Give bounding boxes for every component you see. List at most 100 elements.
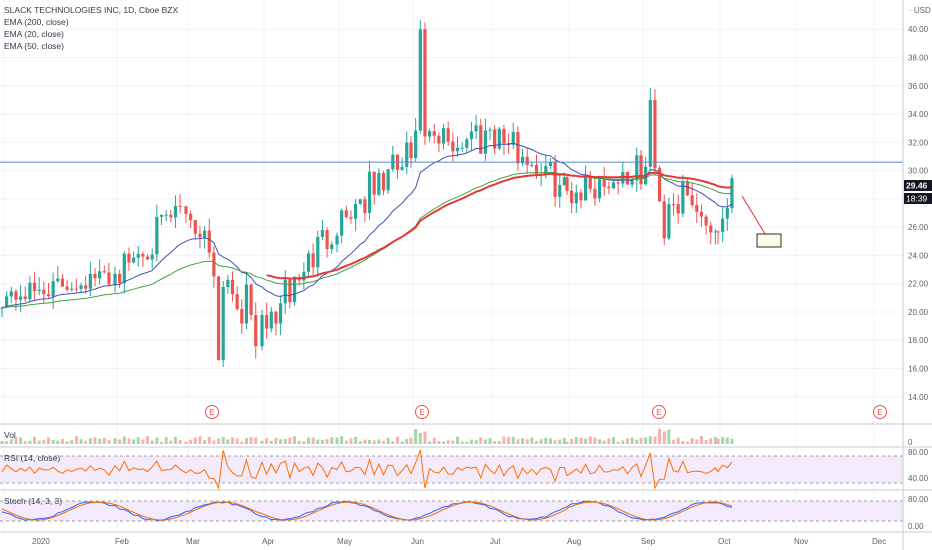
price-tick-label: 30.00 bbox=[908, 167, 929, 176]
volume-bar bbox=[418, 432, 422, 444]
volume-bar bbox=[231, 437, 234, 444]
volume-bar bbox=[539, 439, 543, 444]
volume-bar bbox=[212, 440, 216, 444]
candle-body bbox=[372, 171, 376, 195]
candle-body bbox=[414, 130, 418, 159]
time-tick-label: Nov bbox=[794, 537, 808, 546]
volume-bar bbox=[479, 437, 483, 444]
rsi-band bbox=[0, 456, 903, 483]
candle-body bbox=[173, 206, 178, 218]
volume-bar bbox=[164, 437, 168, 444]
candle-body bbox=[381, 172, 386, 191]
volume-bar bbox=[302, 441, 306, 444]
time-tick-label: Jun bbox=[411, 537, 424, 546]
candle-body bbox=[320, 230, 325, 237]
volume-bar bbox=[146, 436, 150, 444]
volume-bar bbox=[363, 439, 367, 444]
candle-body bbox=[695, 204, 699, 212]
volume-bar bbox=[254, 437, 258, 444]
candle-body bbox=[699, 211, 704, 217]
volume-bar bbox=[507, 436, 511, 444]
time-axis[interactable]: 2020 Feb Mar Apr May Jun Jul Aug Sep Oct Nov Dec bbox=[32, 537, 886, 546]
price-tick-label: 22.00 bbox=[908, 280, 929, 289]
volume-bar bbox=[60, 438, 64, 444]
volume-bar bbox=[493, 441, 497, 444]
currency-label[interactable]: · USD bbox=[906, 4, 931, 16]
time-tick-label: Mar bbox=[186, 537, 200, 546]
candle-body bbox=[607, 186, 611, 189]
candle-body bbox=[118, 273, 122, 284]
time-tick-label: Jul bbox=[490, 537, 500, 546]
volume-bar bbox=[377, 439, 381, 444]
volume-bar bbox=[127, 438, 131, 444]
volume-bar bbox=[283, 438, 287, 444]
candle-body bbox=[611, 182, 616, 189]
rsi-label[interactable]: RSI (14, close) bbox=[4, 453, 60, 463]
price-tick-label: 16.00 bbox=[908, 365, 929, 374]
legend-ema20[interactable]: EMA (20, close) bbox=[4, 29, 64, 39]
time-tick-label: Apr bbox=[262, 537, 275, 546]
candle-body bbox=[93, 273, 97, 279]
volume-bar bbox=[118, 439, 122, 444]
volume-bar bbox=[562, 437, 566, 444]
symbol-title[interactable]: SLACK TECHNOLOGIES INC, 1D, Cboe BZX bbox=[4, 5, 178, 15]
volume-bar bbox=[293, 436, 297, 444]
volume-bar bbox=[483, 439, 487, 444]
candle-body bbox=[493, 129, 497, 149]
volume-bar bbox=[446, 440, 450, 444]
volume-bar bbox=[93, 437, 97, 444]
volume-bar bbox=[279, 439, 283, 444]
volume-bar bbox=[56, 440, 60, 444]
volume-bar bbox=[107, 440, 111, 444]
candle-body bbox=[639, 155, 643, 185]
volume-bar bbox=[88, 438, 92, 444]
volume-bar bbox=[382, 440, 385, 444]
candle-body bbox=[340, 210, 344, 236]
price-tick-label: 20.00 bbox=[908, 308, 929, 317]
price-axis[interactable]: 14.0016.0018.0020.0022.0024.0026.0028.00… bbox=[908, 25, 929, 402]
candle-body bbox=[19, 296, 23, 300]
time-tick-label: May bbox=[337, 537, 352, 546]
volume-bar bbox=[565, 441, 569, 444]
candle-body bbox=[579, 192, 583, 201]
volume-bar bbox=[136, 437, 140, 444]
candle-body bbox=[330, 244, 334, 250]
volume-bar bbox=[428, 441, 432, 444]
volume-bar bbox=[662, 431, 666, 444]
legend-ema50[interactable]: EMA (50, close) bbox=[4, 41, 64, 51]
earnings-marker-label: E bbox=[656, 408, 661, 417]
price-tag: 29.46 18:39 bbox=[904, 180, 932, 204]
candle-body bbox=[316, 236, 320, 268]
target-box[interactable] bbox=[756, 233, 782, 248]
last-price-label: 29.46 bbox=[906, 181, 928, 191]
candle-body bbox=[207, 230, 211, 253]
candle-body bbox=[423, 29, 427, 137]
volume-bar bbox=[173, 436, 177, 444]
volume-bar bbox=[70, 440, 74, 444]
candle-body bbox=[681, 181, 685, 214]
volume-bar bbox=[207, 436, 211, 444]
legend-ema200[interactable]: EMA (200, close) bbox=[4, 17, 69, 27]
volume-bar bbox=[648, 436, 652, 444]
volume-bar bbox=[553, 440, 557, 444]
price-tick-label: 32.00 bbox=[908, 138, 929, 147]
volume-bar bbox=[676, 437, 680, 444]
candle-body bbox=[725, 208, 729, 219]
volume-bar bbox=[704, 440, 708, 444]
volume-bar bbox=[23, 441, 27, 444]
volume-label[interactable]: Vol bbox=[4, 430, 16, 440]
earnings-marker bbox=[205, 405, 219, 419]
ema50-line bbox=[1, 171, 733, 309]
candle-body bbox=[288, 279, 292, 303]
candle-body bbox=[311, 253, 315, 268]
volume-bar bbox=[235, 438, 239, 444]
volume-bar bbox=[598, 439, 602, 444]
candle-body bbox=[363, 199, 367, 214]
candle-body bbox=[474, 125, 478, 132]
volume-bar bbox=[42, 439, 46, 444]
volume-bar bbox=[189, 439, 193, 444]
candle-body bbox=[358, 199, 362, 204]
stoch-label[interactable]: Stoch (14, 3, 3) bbox=[4, 496, 62, 506]
volume-bar bbox=[535, 440, 538, 444]
